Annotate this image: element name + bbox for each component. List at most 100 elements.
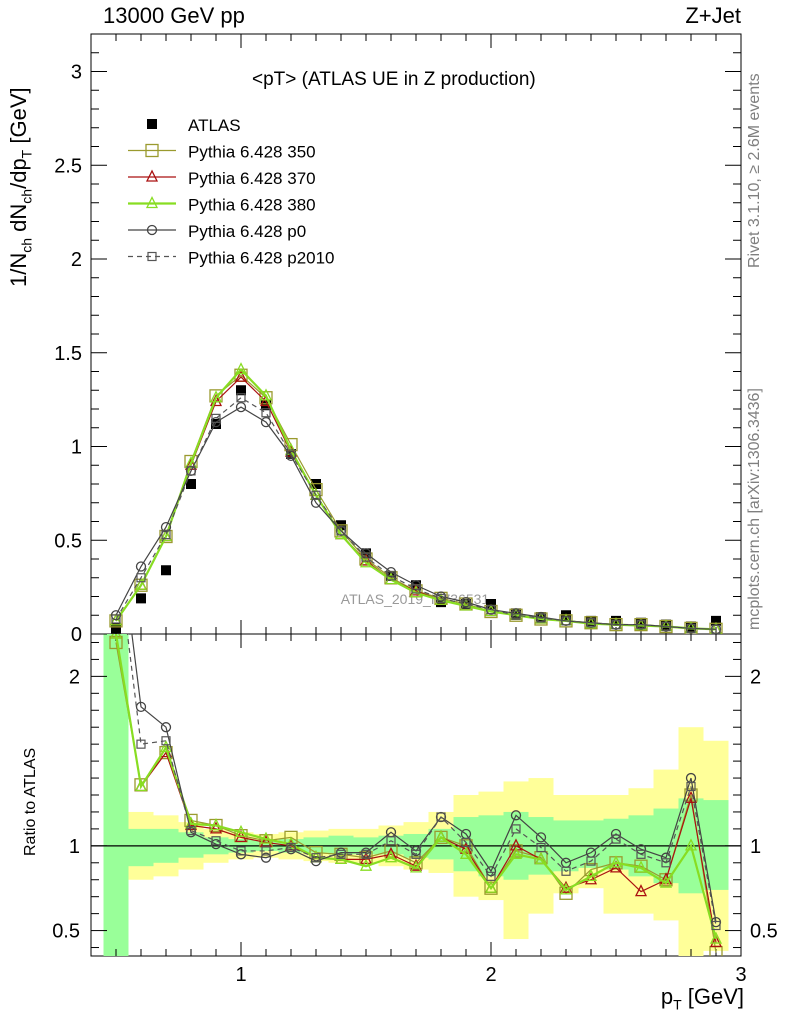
beam-energy-label: 13000 GeV pp (103, 3, 245, 28)
inner-band-bin (328, 835, 354, 855)
data-point-filled-square (486, 599, 496, 609)
data-point-open-triangle (359, 858, 373, 871)
data-point-open-triangle (145, 169, 159, 182)
legend-label: Pythia 6.428 350 (188, 143, 316, 162)
data-point-open-triangle (609, 855, 623, 868)
data-point-open-square-small (336, 849, 346, 859)
rivet-version-label: Rivet 3.1.10, ≥ 2.6M events (746, 73, 763, 268)
data-point-open-square-small (261, 408, 271, 418)
data-point-filled-square (711, 615, 721, 626)
data-point-open-square-small (386, 836, 396, 846)
ratio-y-tick-label-right: 2 (750, 666, 761, 688)
data-point-open-triangle (259, 388, 273, 401)
y-tick-label: 1.5 (54, 343, 82, 365)
data-point-open-triangle (659, 875, 673, 888)
ratio-y-axis-label: Ratio to ATLAS (22, 747, 39, 856)
data-point-open-circle (160, 722, 172, 733)
data-point-open-square-small (411, 849, 421, 859)
y-tick-label: 0.5 (54, 530, 82, 552)
data-point-open-circle (510, 810, 522, 821)
data-point-open-triangle (209, 818, 223, 831)
x-tick-label: 3 (735, 964, 746, 986)
data-point-open-square-small (236, 846, 246, 856)
data-point-open-square-small (611, 834, 621, 844)
data-point-open-square-small (147, 251, 157, 262)
data-point-open-square-small (361, 849, 371, 859)
data-point-open-square-small (211, 836, 221, 846)
ratio-plot-series (91, 634, 741, 956)
inner-band-bin (128, 828, 154, 867)
data-point-open-square-small (561, 616, 571, 626)
data-point-open-triangle (484, 880, 498, 893)
plot-title: <pT> (ATLAS UE in Z production) (252, 69, 536, 91)
data-point-open-square-small (211, 413, 221, 423)
data-point-open-triangle (384, 572, 398, 585)
data-point-open-triangle (109, 634, 123, 639)
y-tick-label: 1 (71, 437, 82, 459)
data-point-open-square-small (236, 393, 246, 403)
data-point-open-square-small (111, 614, 121, 624)
data-point-filled-square (661, 619, 671, 630)
data-point-open-circle (310, 497, 322, 508)
data-point-open-circle (160, 521, 172, 533)
data-point-open-square-small (161, 530, 171, 540)
data-point-open-square-small (636, 849, 646, 859)
data-point-open-square-small (261, 846, 271, 856)
data-point-open-square-small (611, 620, 621, 630)
data-point-open-triangle (459, 846, 473, 859)
data-point-open-triangle (634, 860, 648, 873)
data-point-open-square-small (286, 449, 296, 459)
data-point-open-triangle (534, 851, 548, 865)
data-point-open-circle (535, 832, 547, 843)
data-point-open-square-small (486, 605, 496, 615)
data-point-open-triangle (509, 838, 523, 851)
data-point-open-triangle (209, 821, 223, 834)
data-point-open-triangle (159, 740, 173, 753)
data-point-open-triangle (584, 868, 598, 881)
data-point-open-square-small (186, 466, 196, 476)
data-point-open-square-small (511, 824, 521, 834)
data-point-open-triangle (209, 394, 223, 407)
y-axis-label: 1/Nch dNch/dpT [GeV] (6, 87, 35, 287)
data-point-open-square-small (636, 620, 646, 630)
ratio-y-tick-label: 2 (69, 666, 80, 688)
data-point-open-square-small (686, 623, 696, 633)
ratio-y-tick-label-right: 0.5 (750, 921, 778, 943)
data-point-open-square-small (411, 584, 421, 594)
legend-label: ATLAS (188, 116, 241, 135)
data-point-open-square-small (661, 621, 671, 632)
series-line (114, 634, 718, 940)
ratio-y-tick-label-right: 1 (750, 836, 761, 858)
data-point-open-triangle (684, 838, 698, 851)
data-point-open-circle (146, 224, 158, 236)
mcplots-label: mcplots.cern.ch [arXiv:1306.3436] (746, 388, 763, 630)
data-point-open-square-small (461, 599, 471, 609)
data-point-open-square-small (361, 552, 371, 562)
ratio-y-tick-label: 0.5 (52, 921, 80, 943)
data-point-open-square-small (436, 812, 446, 822)
data-point-filled-square (636, 617, 646, 628)
data-point-open-triangle (709, 931, 723, 944)
data-point-open-triangle (234, 369, 248, 382)
data-point-open-square (259, 391, 273, 405)
data-point-open-square-small (661, 858, 671, 868)
data-point-open-square-small (586, 618, 596, 628)
data-point-open-triangle (409, 585, 423, 598)
data-point-filled-square (211, 419, 221, 429)
y-tick-label: 2 (71, 249, 82, 271)
legend-label: Pythia 6.428 380 (188, 196, 316, 215)
data-point-open-circle (260, 416, 272, 428)
data-point-filled-square (686, 621, 696, 632)
data-point-open-triangle (559, 882, 573, 895)
data-point-open-square-small (186, 825, 196, 836)
data-point-open-triangle (709, 934, 723, 948)
data-point-open-square-small (311, 490, 321, 500)
data-point-open-square-small (311, 853, 321, 863)
data-point-open-square-small (136, 739, 146, 749)
data-point-open-triangle (384, 850, 398, 863)
data-point-open-circle (610, 828, 622, 840)
data-point-open-square (559, 886, 573, 900)
data-point-open-circle (135, 561, 147, 572)
plot-title-text: <pT> (ATLAS UE in Z production) (252, 69, 536, 90)
